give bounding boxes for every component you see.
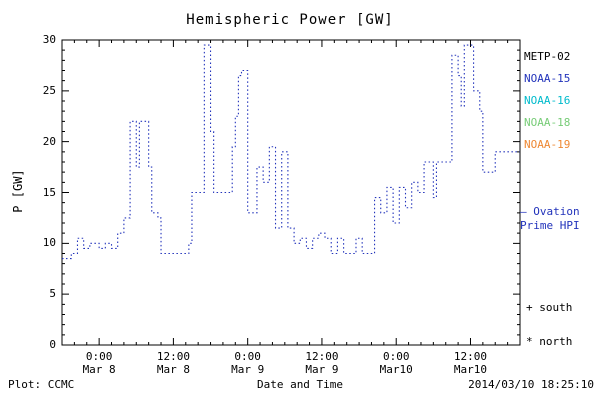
legend-model-line2: Prime HPI — [520, 219, 580, 232]
legend-model-line1: — Ovation — [520, 205, 580, 218]
plot-frame — [61, 39, 521, 346]
timestamp-label: 2014/03/10 18:25:10 — [468, 378, 594, 391]
legend-marker-south: + south — [526, 301, 573, 314]
hpi-data-line — [62, 44, 520, 260]
x-tick-time: 0:00 — [234, 350, 261, 363]
plot-source-label: Plot: CCMC — [8, 378, 75, 391]
x-tick-time: 12:00 — [305, 350, 339, 363]
x-tick-date: Mar10 — [453, 363, 488, 376]
x-tick-date: Mar10 — [379, 363, 413, 376]
y-tick-label: 10 — [42, 236, 56, 250]
x-tick-date: Mar 9 — [231, 363, 265, 376]
legend-item-noaa-15: NOAA-15 — [524, 72, 571, 85]
tick-marks — [62, 39, 520, 346]
legend-item-noaa-16: NOAA-16 — [524, 94, 571, 107]
y-tick-label: 20 — [42, 134, 56, 148]
x-tick-time: 0:00 — [85, 350, 113, 363]
legend-satellites: METP-02 NOAA-15 NOAA-16 NOAA-18 NOAA-19 — [524, 46, 570, 156]
x-tick-time: 12:00 — [156, 350, 190, 363]
x-tick-date: Mar 8 — [82, 363, 116, 376]
x-tick-date: Mar 8 — [156, 363, 190, 376]
legend-item-noaa-19: NOAA-19 — [524, 138, 571, 151]
y-tick-label: 30 — [42, 33, 56, 46]
y-tick-label: 25 — [42, 83, 56, 97]
chart-title: Hemispheric Power [GW] — [186, 12, 394, 28]
legend-item-metp-02: METP-02 — [524, 50, 571, 63]
x-axis-label: Date and Time — [256, 378, 344, 391]
x-tick-date: Mar 9 — [305, 363, 339, 376]
x-tick-time: 0:00 — [382, 350, 410, 363]
y-tick-label: 5 — [49, 287, 56, 301]
x-tick-time: 12:00 — [453, 350, 488, 363]
legend-marker-north: * north — [526, 335, 573, 348]
y-tick-label: 15 — [42, 185, 56, 199]
y-tick-label: 0 — [49, 338, 56, 351]
legend-model: — Ovation Prime HPI — [520, 205, 600, 233]
legend-item-noaa-18: NOAA-18 — [524, 116, 571, 129]
